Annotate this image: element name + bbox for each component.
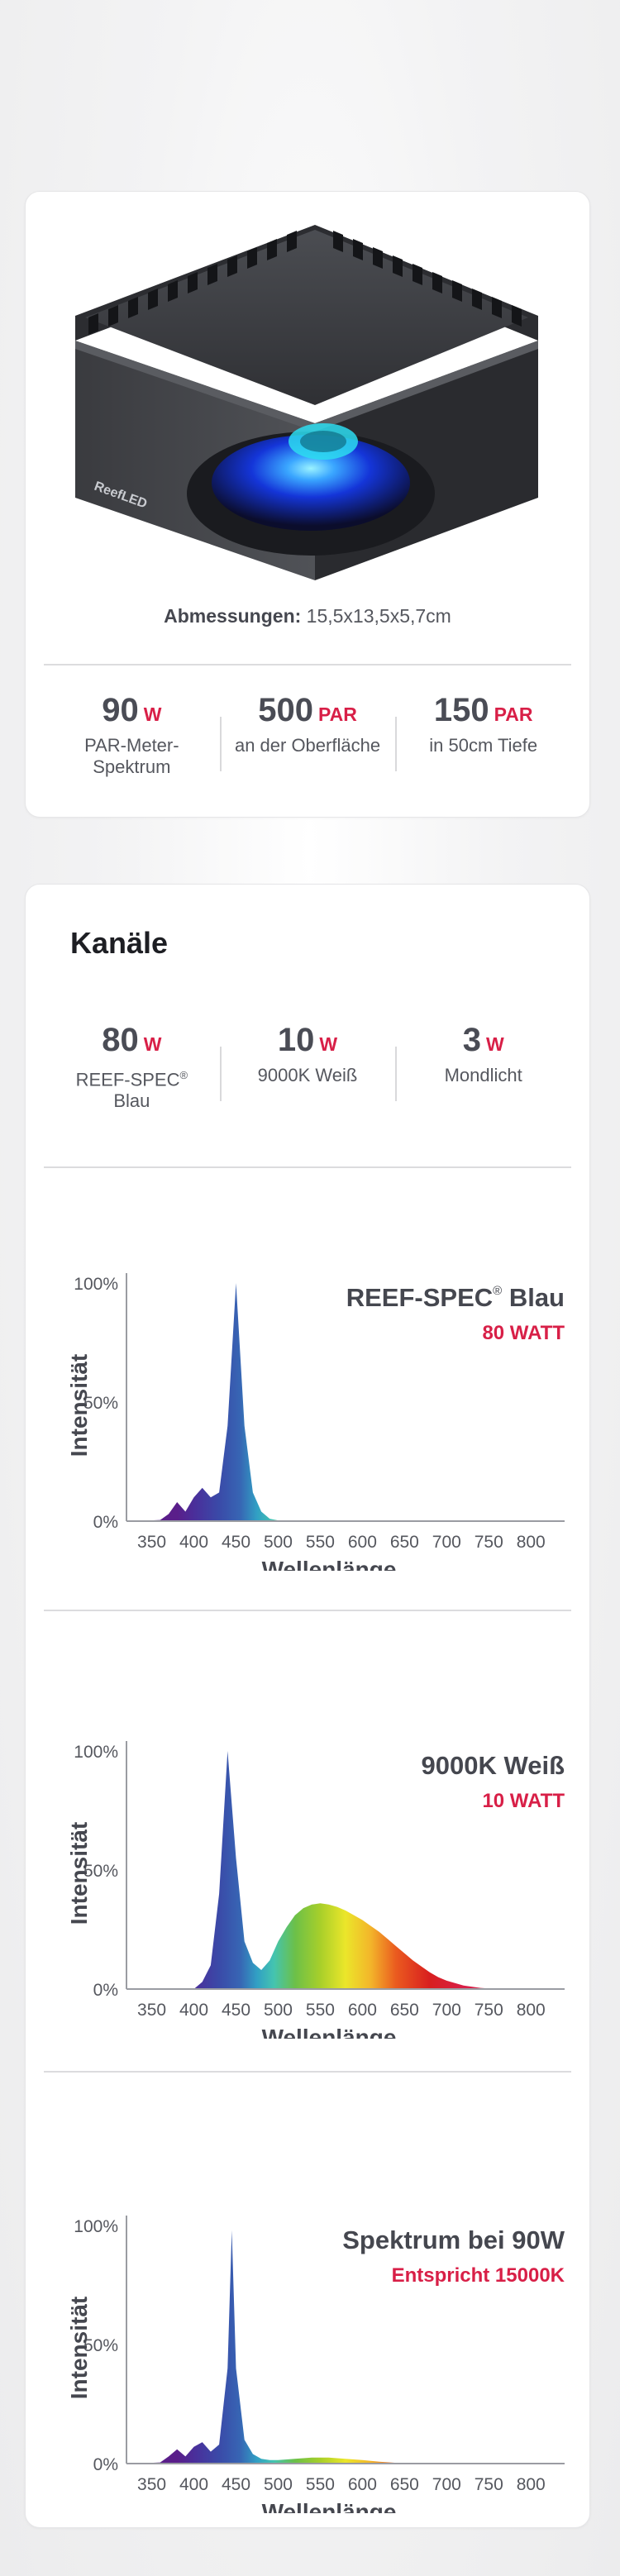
y-tick-label: 100% — [74, 1743, 118, 1762]
product-card: ReefLED Abmessungen: 15,5x13,5x5,7cm 90 W… — [25, 191, 590, 818]
x-tick-label: 450 — [222, 2475, 250, 2494]
x-tick-label: 500 — [264, 1533, 293, 1552]
divider — [44, 1610, 571, 1611]
channels-card: Kanäle 80 W REEF-SPEC® Blau 10 W 9000K Weiß… — [25, 884, 590, 2528]
stat-value: 80 — [102, 1022, 139, 1058]
stat-par-surface: 500 PAR an der Oberfläche — [219, 690, 396, 778]
x-tick-label: 550 — [306, 2475, 335, 2494]
chart-subtitle: 80 WATT — [482, 1322, 565, 1344]
y-tick-label: 0% — [93, 2455, 118, 2474]
x-tick-label: 650 — [390, 1533, 419, 1552]
product-stats: 90 W PAR-Meter-Spektrum 500 PAR an der Obe… — [44, 690, 571, 778]
stat-unit: PAR — [494, 704, 533, 725]
x-tick-label: 400 — [179, 1533, 208, 1552]
x-tick-label: 700 — [432, 2001, 461, 2020]
x-tick-label: 600 — [348, 1533, 377, 1552]
x-tick-label: 650 — [390, 2475, 419, 2494]
x-tick-label: 500 — [264, 2001, 293, 2020]
x-tick-label: 350 — [137, 2001, 166, 2020]
spectrum-area — [135, 2230, 413, 2464]
x-axis-label: Wellenlänge — [262, 2025, 397, 2039]
stat-label: REEF-SPEC® Blau — [44, 1065, 220, 1112]
x-tick-label: 600 — [348, 2001, 377, 2020]
stat-reef-spec-blue: 80 W REEF-SPEC® Blau — [44, 1020, 220, 1112]
x-tick-label: 400 — [179, 2001, 208, 2020]
y-axis-label: Intensität — [66, 2297, 92, 2399]
x-tick-label: 450 — [222, 2001, 250, 2020]
x-tick-label: 450 — [222, 1533, 250, 1552]
chart-title: REEF-SPEC® Blau — [346, 1283, 565, 1312]
stat-value: 3 — [462, 1022, 481, 1058]
dimensions-label: Abmessungen: — [164, 605, 302, 627]
stat-label-line2: Blau — [113, 1090, 150, 1112]
spectrum-area — [135, 1283, 287, 1521]
y-axis-label: Intensität — [66, 1822, 92, 1925]
x-tick-label: 750 — [475, 2475, 503, 2494]
stat-label-text: REEF-SPEC — [75, 1069, 180, 1090]
spectrum-chart-reef-spec-blue: 0% 50% 100% 350 400 450 500 550 600 650 700 750 800 W… — [66, 1273, 565, 1571]
chart-title: 9000K Weiß — [422, 1751, 565, 1780]
y-tick-label: 0% — [93, 1513, 118, 1532]
x-tick-label: 700 — [432, 1533, 461, 1552]
x-tick-label: 600 — [348, 2475, 377, 2494]
divider — [44, 664, 571, 665]
stat-value: 500 — [258, 692, 313, 728]
chart-subtitle: Entspricht 15000K — [392, 2264, 565, 2287]
spectrum-chart-9000k-white: 0% 50% 100% 350 400 450 500 550 600 650 700 750 800 W… — [66, 1741, 565, 2039]
y-tick-label: 0% — [93, 1981, 118, 2000]
registered-mark: ® — [179, 1069, 188, 1081]
x-tick-label: 750 — [475, 1533, 503, 1552]
x-tick-label: 800 — [517, 2001, 546, 2020]
y-tick-label: 50% — [83, 1394, 118, 1413]
stat-label: 9000K Weiß — [257, 1065, 358, 1085]
stat-label: an der Oberfläche — [234, 735, 381, 756]
stat-value: 150 — [433, 692, 489, 728]
x-tick-label: 550 — [306, 1533, 335, 1552]
y-tick-label: 100% — [74, 1275, 118, 1294]
dimensions: Abmessungen: 15,5x13,5x5,7cm — [26, 605, 589, 627]
x-tick-label: 650 — [390, 2001, 419, 2020]
x-tick-label: 700 — [432, 2475, 461, 2494]
y-tick-label: 50% — [83, 2336, 118, 2355]
x-tick-label: 800 — [517, 1533, 546, 1552]
stat-power: 90 W PAR-Meter-Spektrum — [44, 690, 220, 778]
stat-unit: W — [143, 1033, 162, 1055]
y-tick-label: 100% — [74, 2217, 118, 2236]
stat-label: Mondlicht — [444, 1065, 522, 1085]
x-tick-label: 500 — [264, 2475, 293, 2494]
x-tick-label: 350 — [137, 1533, 166, 1552]
x-tick-label: 550 — [306, 2001, 335, 2020]
x-tick-label: 800 — [517, 2475, 546, 2494]
x-tick-label: 350 — [137, 2475, 166, 2494]
stat-label: PAR-Meter-Spektrum — [84, 735, 179, 777]
chart-subtitle: 10 WATT — [482, 1790, 565, 1812]
stat-unit: W — [143, 704, 162, 725]
stat-unit: W — [319, 1033, 338, 1055]
stat-9000k-white: 10 W 9000K Weiß — [219, 1020, 396, 1112]
stat-label: in 50cm Tiefe — [429, 735, 538, 756]
y-axis-label: Intensität — [66, 1354, 92, 1457]
spectrum-chart-90w: 0% 50% 100% 350 400 450 500 550 600 650 700 750 800 W… — [66, 2216, 565, 2513]
x-tick-label: 400 — [179, 2475, 208, 2494]
divider — [44, 1166, 571, 1168]
stat-value: 10 — [277, 1022, 315, 1058]
x-axis-label: Wellenlänge — [262, 2499, 397, 2513]
y-tick-label: 50% — [83, 1862, 118, 1881]
stat-value: 90 — [102, 692, 139, 728]
x-tick-label: 750 — [475, 2001, 503, 2020]
stat-unit: W — [485, 1033, 504, 1055]
chart-title: Spektrum bei 90W — [342, 2225, 565, 2254]
led-fixture-image: ReefLED — [75, 225, 538, 580]
spectrum-area — [193, 1751, 498, 1989]
dimensions-value: 15,5x13,5x5,7cm — [306, 605, 451, 627]
stat-unit: PAR — [317, 704, 357, 725]
x-axis-label: Wellenlänge — [262, 1557, 397, 1571]
divider — [44, 2071, 571, 2073]
section-title: Kanäle — [70, 926, 169, 960]
stat-par-depth: 150 PAR in 50cm Tiefe — [395, 690, 571, 778]
